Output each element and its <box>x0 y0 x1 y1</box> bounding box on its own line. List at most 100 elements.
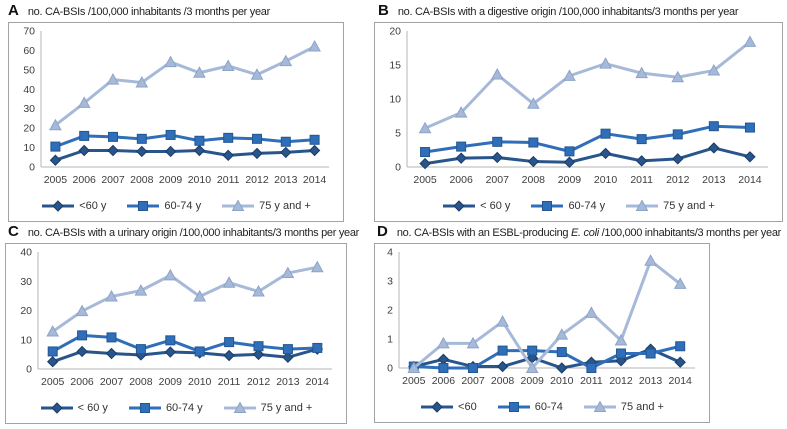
panel-c-title: C no. CA-BSIs with a urinary origin /100… <box>8 223 359 240</box>
y-tick-label: 40 <box>20 247 32 259</box>
data-point-marker <box>105 347 118 360</box>
data-point-marker <box>555 328 569 340</box>
data-point-marker <box>282 351 294 364</box>
data-point-marker <box>223 132 234 143</box>
panel-c-chart-box: 0 10 20 30 40 2005 2006 2007 2008 2009 2010 2011 201… <box>5 243 347 424</box>
data-point-marker <box>635 200 649 211</box>
x-tick-label: 2012 <box>609 375 633 387</box>
panel-c-letter: C <box>8 223 19 240</box>
x-tick-label: 2006 <box>70 376 94 388</box>
legend-triangle-marker-icon <box>223 402 256 413</box>
data-point-marker <box>466 336 480 349</box>
x-tick-label: 2010 <box>188 174 212 186</box>
data-point-marker <box>309 134 320 145</box>
data-point-marker <box>308 144 321 157</box>
data-point-marker <box>223 349 235 362</box>
panel-d-chart-canvas: 0 1 2 3 4 2005 2006 2007 2008 2009 2010 2011 2012 201… <box>387 247 695 387</box>
data-point-marker <box>75 304 89 317</box>
panel-a-title: A no. CA-BSIs /100,000 inhabitants /3 mo… <box>8 2 270 19</box>
y-tick-label: 70 <box>23 26 35 38</box>
data-point-marker <box>744 151 756 163</box>
data-point-marker <box>743 35 757 47</box>
legend-label: 60-74 y <box>164 200 202 212</box>
legend-diamond-marker-icon <box>443 200 476 212</box>
legend-item: 75 and + <box>583 401 664 413</box>
data-point-marker <box>528 137 539 148</box>
data-point-marker <box>418 121 432 134</box>
data-point-marker <box>644 254 657 266</box>
data-point-marker <box>708 142 720 154</box>
data-point-marker <box>563 156 576 168</box>
y-tick-label: 1 <box>387 334 393 346</box>
x-tick-label: 2006 <box>73 174 97 186</box>
x-tick-label: 2005 <box>402 375 426 387</box>
y-tick-label: 5 <box>395 128 401 140</box>
data-point-marker <box>671 70 685 83</box>
y-tick-label: 2 <box>387 305 393 317</box>
data-point-marker <box>49 118 62 131</box>
x-tick-label: 2010 <box>550 375 574 387</box>
data-point-marker <box>527 97 540 109</box>
legend-diamond-marker-icon <box>42 200 75 212</box>
x-tick-label: 2007 <box>101 174 125 186</box>
x-tick-label: 2011 <box>217 174 240 186</box>
data-point-marker <box>251 147 263 160</box>
data-point-marker <box>136 133 147 144</box>
legend-label: 75 and + <box>620 401 664 413</box>
x-tick-label: 2013 <box>274 174 298 186</box>
legend-diamond-marker-icon <box>421 401 454 413</box>
data-point-marker <box>491 151 503 164</box>
data-point-marker <box>282 344 293 355</box>
data-point-marker <box>614 333 628 346</box>
data-point-marker <box>193 144 206 157</box>
x-tick-label: 2009 <box>521 375 545 387</box>
x-tick-label: 2008 <box>491 375 515 387</box>
data-point-marker <box>221 59 235 71</box>
data-point-marker <box>308 40 321 52</box>
data-point-marker <box>585 306 598 318</box>
legend-triangle-marker-icon <box>583 401 616 412</box>
data-point-marker <box>252 348 265 361</box>
legend-label: <60 y <box>79 200 107 212</box>
x-tick-label: 2011 <box>630 174 653 186</box>
data-point-marker <box>106 73 120 85</box>
y-tick-label: 10 <box>23 142 35 154</box>
y-tick-label: 20 <box>23 123 35 135</box>
legend-label: 60-74 <box>534 401 563 413</box>
x-tick-label: 2012 <box>247 376 271 388</box>
x-tick-label: 2014 <box>738 174 762 186</box>
legend-item: < 60 y <box>442 200 510 212</box>
data-point-marker <box>222 149 234 162</box>
legend-label: 75 y and + <box>663 200 715 212</box>
data-point-marker <box>279 54 293 67</box>
data-point-marker <box>280 136 291 147</box>
data-point-marker <box>599 57 612 69</box>
y-tick-label: 0 <box>387 363 393 375</box>
data-point-marker <box>233 402 246 413</box>
data-point-marker <box>564 146 575 157</box>
y-tick-label: 0 <box>395 162 401 174</box>
data-point-marker <box>46 355 59 368</box>
data-point-marker <box>744 122 755 133</box>
x-tick-label: 2009 <box>159 174 183 186</box>
panel-c-chart-canvas: 0 10 20 30 40 2005 2006 2007 2008 2009 2010 2011 201… <box>20 247 332 388</box>
data-point-marker <box>164 346 177 358</box>
legend-item: 60-74 <box>497 401 563 413</box>
data-point-marker <box>50 402 63 414</box>
y-tick-label: 20 <box>389 26 401 38</box>
data-point-marker <box>139 403 150 413</box>
data-point-marker <box>645 348 656 359</box>
legend-label: 60-74 y <box>165 402 203 414</box>
series-line <box>53 45 317 127</box>
data-point-marker <box>556 362 568 374</box>
data-point-marker <box>496 360 509 373</box>
x-tick-label: 2013 <box>639 375 663 387</box>
x-tick-label: 2010 <box>188 376 212 388</box>
data-point-marker <box>431 401 443 413</box>
data-point-marker <box>194 135 205 146</box>
panel-b-letter: B <box>378 2 389 19</box>
panel-b-legend: < 60 y 60-74 y 75 y and + <box>375 193 782 219</box>
data-point-marker <box>454 106 468 118</box>
x-tick-label: 2007 <box>461 375 485 387</box>
data-point-marker <box>672 153 684 165</box>
